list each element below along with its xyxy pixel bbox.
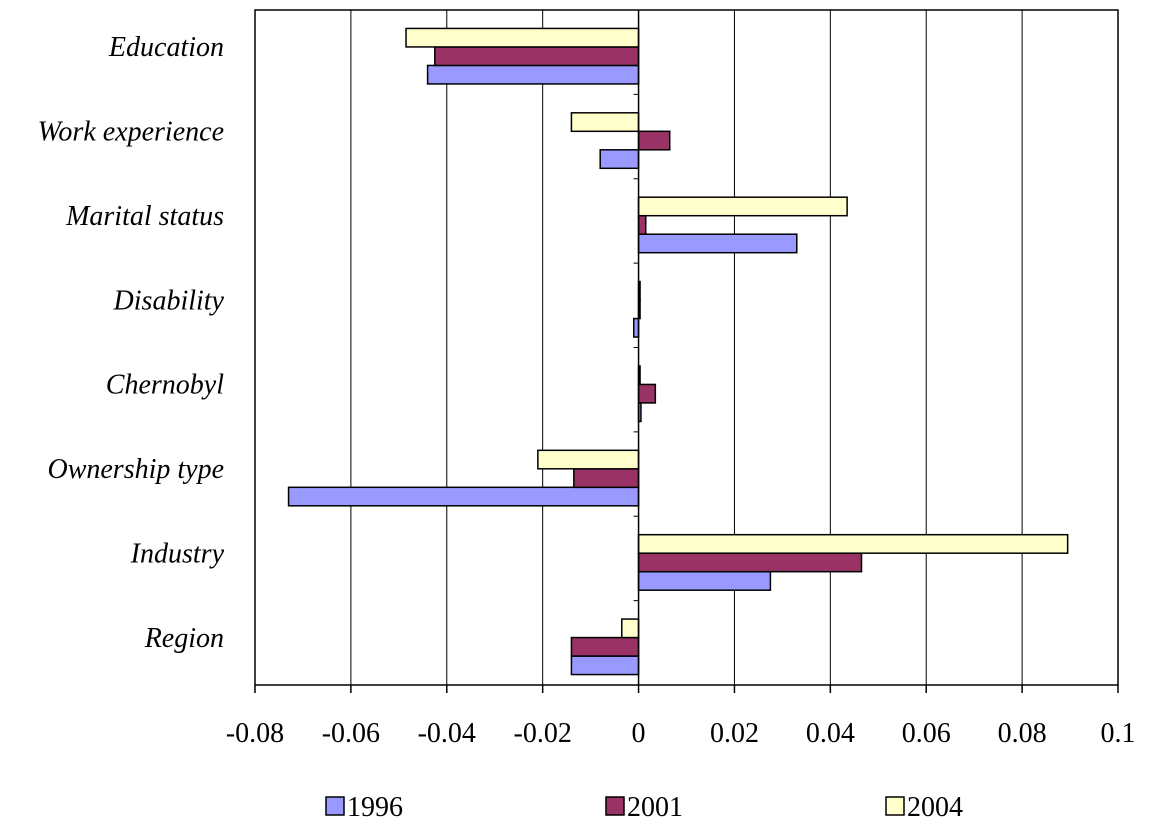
bar-2001-region (570, 636, 640, 657)
gridlines (350, 10, 1023, 685)
legend-label-1996: 1996 (347, 792, 403, 823)
bar-2001-work-experience (637, 130, 671, 151)
bar-1996-education (426, 64, 640, 85)
bar-2004-ownership-type (537, 449, 640, 470)
x-tick-label: -0.06 (322, 718, 380, 749)
category-label: Marital status (65, 201, 224, 232)
x-tick-label: 0.08 (998, 718, 1047, 749)
bar-2004-marital-status (637, 196, 848, 217)
bar-2001-education (434, 46, 640, 67)
category-label: Chernobyl (106, 370, 224, 401)
legend-label-2004: 2004 (907, 792, 963, 823)
category-labels: Education Work experience Marital status Di… (38, 32, 225, 654)
x-tick-label: 0 (632, 718, 646, 749)
bar-1996-industry (637, 570, 772, 591)
x-tick-label: 0.02 (710, 718, 759, 749)
category-label: Disability (113, 285, 225, 316)
bar-2004-industry (637, 533, 1069, 554)
legend-swatch-1996 (325, 796, 345, 816)
bar-1996-region (570, 655, 640, 676)
bar-2004-work-experience (570, 112, 640, 133)
bar-1996-work-experience (599, 149, 640, 170)
legend-swatch-2001 (605, 796, 625, 816)
axes (254, 9, 1119, 693)
legend: 1996 2001 2004 (325, 792, 963, 823)
bar-2004-education (405, 27, 640, 48)
bar-2001-ownership-type (573, 468, 640, 489)
bar-2001-industry (637, 552, 863, 573)
bar-2001-marital-status (637, 214, 647, 235)
x-tick-label: -0.02 (514, 718, 572, 749)
bar-1996-ownership-type (287, 486, 640, 507)
x-tick-label: 0.04 (806, 718, 855, 749)
category-label: Education (108, 32, 224, 63)
x-tick-label: -0.04 (418, 718, 476, 749)
tick-labels: -0.08 -0.06 -0.04 -0.02 0 0.02 0.04 0.06 0.08 0.1 (226, 718, 1136, 749)
category-label: Ownership type (47, 454, 224, 485)
bars (287, 27, 1069, 676)
x-tick-label: -0.08 (226, 718, 284, 749)
bar-2001-chernobyl (637, 383, 657, 404)
x-tick-label: 0.06 (902, 718, 951, 749)
x-tick-label: 0.1 (1101, 718, 1136, 749)
category-label: Work experience (38, 117, 224, 148)
bar-2004-region (621, 618, 640, 639)
bar-1996-marital-status (637, 233, 798, 254)
legend-label-2001: 2001 (627, 792, 683, 823)
legend-swatch-2004 (885, 796, 905, 816)
category-label: Industry (130, 538, 225, 569)
category-label: Region (144, 623, 224, 654)
